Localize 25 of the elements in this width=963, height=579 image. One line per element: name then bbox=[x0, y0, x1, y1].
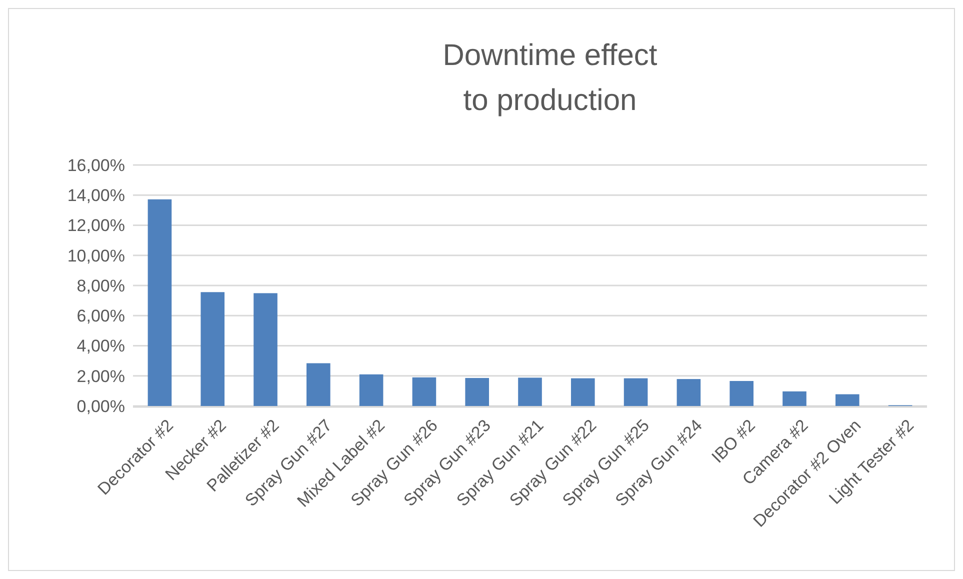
bar bbox=[624, 378, 648, 406]
bar bbox=[730, 380, 754, 406]
bar bbox=[518, 378, 542, 406]
x-tick-label: IBO #2 bbox=[708, 416, 759, 467]
bar bbox=[200, 292, 225, 406]
y-tick-label: 2,00% bbox=[76, 366, 125, 386]
y-tick-label: 14,00% bbox=[67, 186, 125, 206]
y-tick-label: 4,00% bbox=[76, 336, 125, 356]
bar bbox=[359, 374, 384, 406]
y-tick-label: 10,00% bbox=[67, 246, 125, 266]
bar bbox=[306, 363, 330, 406]
bar bbox=[782, 391, 806, 406]
bar bbox=[148, 199, 172, 406]
bar bbox=[835, 394, 860, 406]
bar bbox=[676, 379, 701, 406]
chart-title: Downtime effect to production bbox=[442, 39, 658, 117]
y-tick-label: 16,00% bbox=[67, 156, 125, 175]
bar bbox=[412, 377, 436, 406]
y-tick-label: 8,00% bbox=[76, 276, 125, 296]
y-tick-label: 12,00% bbox=[67, 216, 125, 236]
bar bbox=[254, 293, 278, 406]
bar bbox=[570, 378, 595, 406]
bar bbox=[465, 378, 490, 406]
y-tick-label: 6,00% bbox=[76, 306, 125, 326]
y-tick-label: 0,00% bbox=[76, 396, 125, 416]
